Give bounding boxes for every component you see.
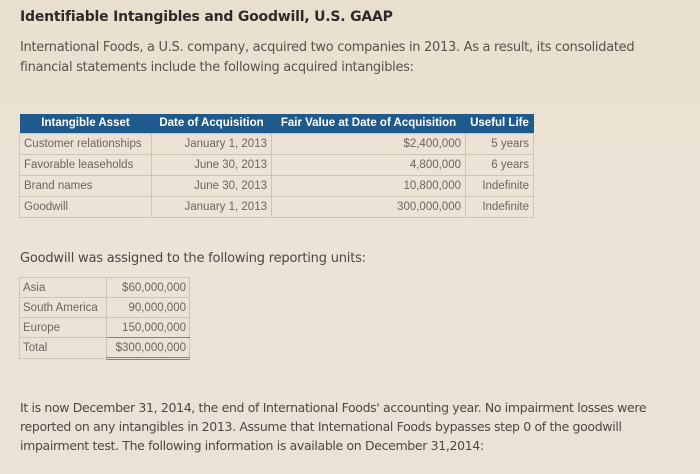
cell-unit: South America (19, 297, 107, 318)
cell-useful-life: 5 years (465, 133, 534, 155)
intangibles-table: Intangible Asset Date of Acquisition Fai… (19, 114, 534, 218)
cell-amount: 90,000,000 (106, 297, 190, 318)
cell-fair-value: $2,400,000 (271, 133, 466, 155)
cell-fair-value: 300,000,000 (271, 196, 466, 218)
cell-asset: Customer relationships (19, 133, 152, 155)
header-intangible-asset: Intangible Asset (19, 114, 152, 134)
table-row: Favorable leaseholds June 30, 2013 4,800… (19, 154, 534, 176)
cell-date: June 30, 2013 (151, 175, 272, 197)
table-row: Goodwill January 1, 2013 300,000,000 Ind… (19, 196, 534, 218)
table-row: Asia $60,000,000 (19, 277, 190, 298)
table-row: South America 90,000,000 (19, 297, 190, 318)
cell-unit: Asia (19, 277, 107, 298)
reporting-units-table: Asia $60,000,000 South America 90,000,00… (19, 277, 190, 360)
cell-asset: Favorable leaseholds (19, 154, 152, 176)
cell-useful-life: 6 years (465, 154, 534, 176)
header-date-of-acquisition: Date of Acquisition (151, 114, 272, 134)
cell-date: January 1, 2013 (151, 133, 272, 155)
cell-amount: $300,000,000 (106, 337, 190, 360)
cell-unit: Total (19, 337, 107, 359)
cell-amount: $60,000,000 (106, 277, 190, 298)
cell-date: June 30, 2013 (151, 154, 272, 176)
table-row: Customer relationships January 1, 2013 $… (19, 133, 534, 155)
cell-asset: Brand names (19, 175, 152, 197)
cell-amount: 150,000,000 (106, 317, 190, 338)
cell-fair-value: 10,800,000 (271, 175, 466, 197)
cell-date: January 1, 2013 (151, 196, 272, 218)
cell-fair-value: 4,800,000 (271, 154, 466, 176)
closing-paragraph: It is now December 31, 2014, the end of … (20, 400, 647, 453)
table-row: Brand names June 30, 2013 10,800,000 Ind… (19, 175, 534, 197)
header-fair-value: Fair Value at Date of Acquisition (271, 114, 466, 134)
cell-asset: Goodwill (19, 196, 152, 218)
header-useful-life: Useful Life (465, 114, 534, 134)
document-title: Identifiable Intangibles and Goodwill, U… (20, 9, 393, 25)
goodwill-heading: Goodwill was assigned to the following r… (20, 251, 366, 266)
cell-useful-life: Indefinite (465, 196, 534, 218)
table-header-row: Intangible Asset Date of Acquisition Fai… (19, 114, 534, 134)
intro-paragraph: International Foods, a U.S. company, acq… (20, 40, 635, 75)
total-row: Total $300,000,000 (19, 337, 190, 360)
cell-unit: Europe (19, 317, 107, 338)
cell-useful-life: Indefinite (465, 175, 534, 197)
table-row: Europe 150,000,000 (19, 317, 190, 338)
